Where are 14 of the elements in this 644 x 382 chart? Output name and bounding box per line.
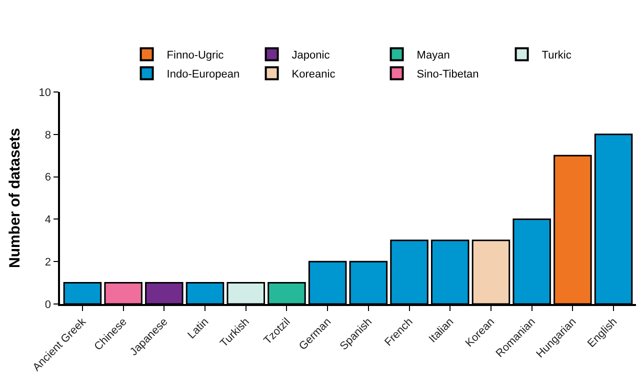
legend-label: Sino-Tibetan — [416, 68, 479, 81]
y-tick-label: 0 — [44, 298, 52, 311]
y-tick-label: 10 — [38, 86, 52, 99]
y-tick-label: 4 — [44, 214, 52, 226]
y-tick-label: 2 — [44, 256, 52, 268]
legend-label: Japonic — [292, 50, 330, 62]
legend-label: Turkic — [542, 50, 572, 62]
legend-label: Mayan — [416, 50, 450, 62]
y-axis-title: Number of datasets — [6, 128, 24, 268]
legend-label: Finno-Ugric — [166, 50, 224, 62]
y-tick-label: 8 — [44, 129, 52, 142]
legend-label: Koreanic — [292, 68, 336, 81]
legend-label: Indo-European — [166, 68, 240, 81]
y-tick-label: 6 — [44, 172, 52, 184]
